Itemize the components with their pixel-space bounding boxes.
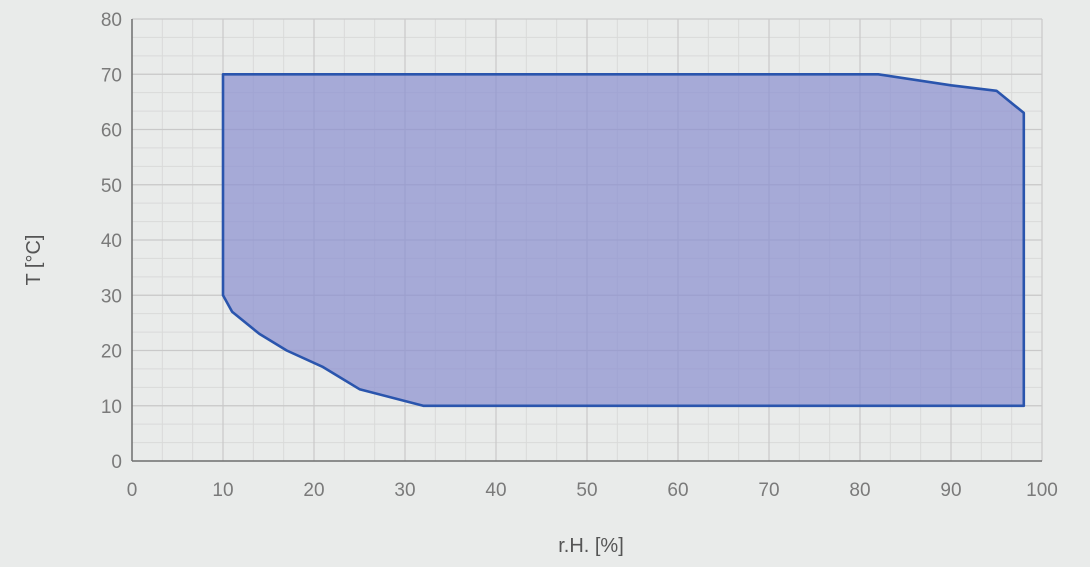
tick-labels: 0 10 20 30 40 50 60 70 80 90 100 0 10 20 30 40 50 60 70 80 <box>101 10 1058 501</box>
y-tick-label: 20 <box>101 342 122 363</box>
axes <box>131 19 1042 462</box>
x-tick-label: 60 <box>667 480 688 501</box>
y-tick-label: 0 <box>111 452 122 473</box>
x-tick-label: 0 <box>127 480 138 501</box>
x-tick-label: 90 <box>940 480 961 501</box>
x-tick-label: 30 <box>394 480 415 501</box>
operating-range-area <box>221 73 1026 408</box>
x-tick-label: 80 <box>849 480 870 501</box>
y-tick-label: 10 <box>101 397 122 418</box>
x-tick-label: 100 <box>1026 480 1058 501</box>
y-tick-label: 30 <box>101 286 122 307</box>
y-tick-label: 40 <box>101 231 122 252</box>
y-tick-label: 50 <box>101 176 122 197</box>
x-tick-label: 50 <box>576 480 597 501</box>
x-tick-label: 20 <box>303 480 324 501</box>
area-layer <box>221 73 1026 408</box>
y-axis-title: T [°C] <box>23 235 45 286</box>
x-tick-label: 10 <box>212 480 233 501</box>
x-tick-label: 40 <box>485 480 506 501</box>
y-tick-label: 80 <box>101 10 122 31</box>
x-tick-label: 70 <box>758 480 779 501</box>
y-tick-label: 70 <box>101 65 122 86</box>
x-axis-title: r.H. [%] <box>558 535 624 557</box>
y-tick-label: 60 <box>101 121 122 142</box>
